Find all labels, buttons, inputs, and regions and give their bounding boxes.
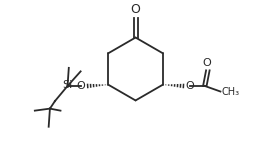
Text: Si: Si xyxy=(62,80,73,90)
Text: O: O xyxy=(77,81,86,91)
Text: O: O xyxy=(202,58,211,68)
Text: CH₃: CH₃ xyxy=(222,87,240,97)
Text: O: O xyxy=(131,3,141,16)
Text: O: O xyxy=(186,81,195,91)
